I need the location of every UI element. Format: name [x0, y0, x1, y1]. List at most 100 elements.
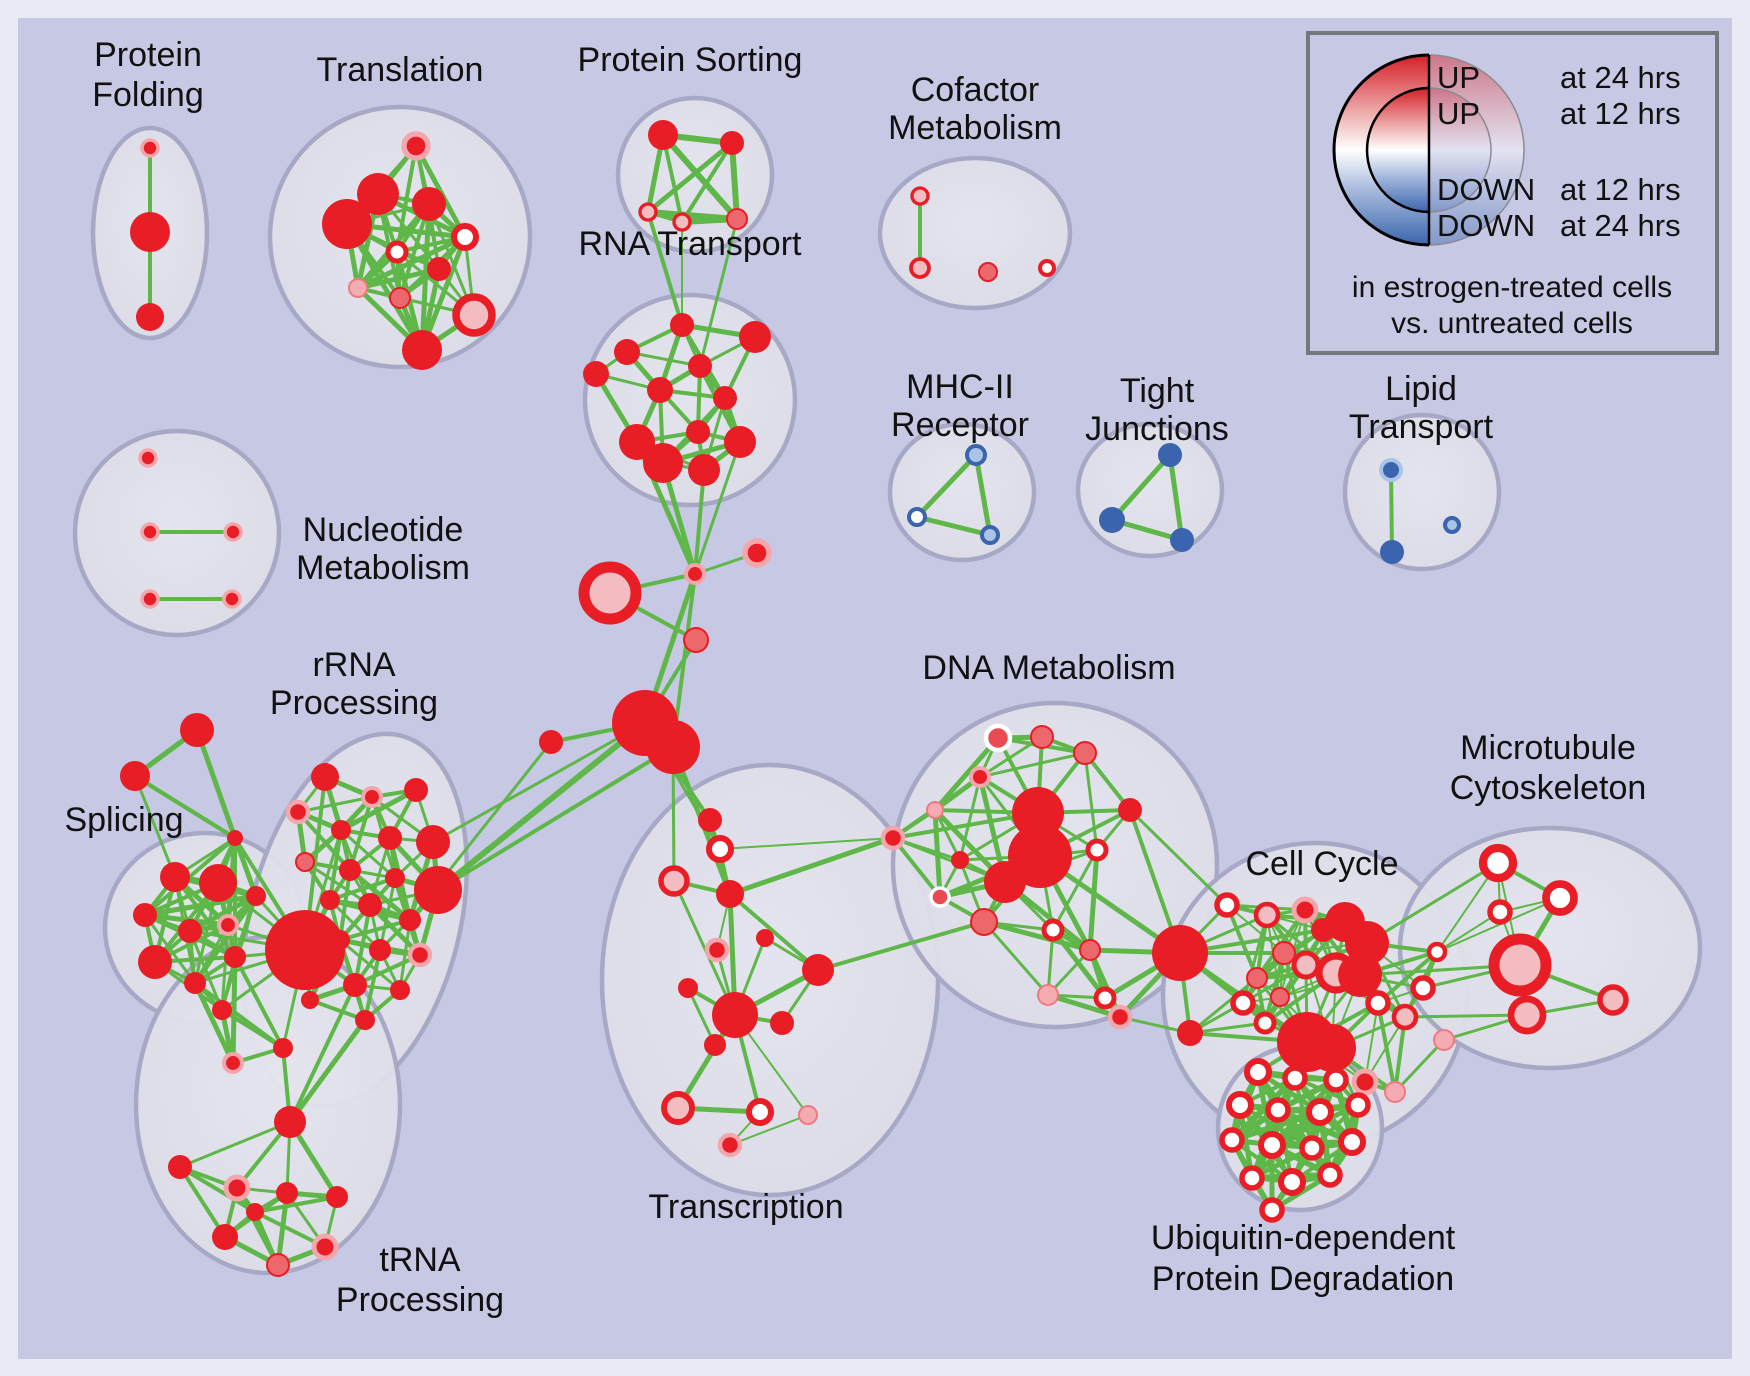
network-node [1365, 990, 1391, 1016]
network-node [1230, 990, 1256, 1016]
network-node [1158, 443, 1182, 467]
network-node [265, 910, 345, 990]
network-node [199, 864, 237, 902]
network-node [221, 1051, 245, 1075]
network-node [798, 1105, 818, 1125]
network-edge [1083, 751, 1099, 852]
network-edge [1188, 976, 1259, 1035]
network-edge [233, 955, 285, 1050]
network-edge [1109, 452, 1173, 523]
network-node [648, 120, 678, 150]
network-edge [355, 266, 442, 291]
network-edge [220, 1008, 285, 1050]
network-node [1259, 1197, 1285, 1223]
legend-direction-label: DOWN [1437, 172, 1535, 207]
cluster-label-mt: Microtubule [1460, 729, 1636, 767]
network-node [369, 939, 391, 961]
network-node [399, 909, 421, 931]
network-node [929, 886, 951, 908]
network-node [358, 893, 382, 917]
network-node [1272, 941, 1296, 965]
network-node [1433, 1029, 1455, 1051]
network-node [698, 808, 722, 832]
network-node [646, 720, 700, 774]
network-node [951, 851, 969, 869]
network-edge [1263, 951, 1286, 1025]
cluster-label-sort: Protein Sorting [578, 41, 803, 79]
network-node [311, 763, 339, 791]
network-node [138, 448, 158, 468]
network-edge [230, 954, 238, 1066]
cluster-label-lipid: Lipid [1385, 370, 1457, 408]
network-node [357, 173, 399, 215]
network-edge [729, 1114, 809, 1146]
network-node [227, 830, 243, 846]
network-node [404, 778, 428, 802]
network-node [907, 507, 927, 527]
network-node [184, 972, 206, 994]
network-node [910, 186, 930, 206]
legend-time-label: at 24 hrs [1560, 208, 1681, 243]
network-node [414, 866, 462, 914]
cluster-label-fold: Folding [92, 76, 204, 114]
network-node [1379, 458, 1403, 482]
network-node [378, 826, 402, 850]
legend-outer-left-arc [1332, 53, 1430, 247]
network-edge [192, 893, 259, 986]
network-node [683, 562, 707, 586]
network-node [360, 785, 384, 809]
cluster-label-ub: Ubiquitin-dependent [1151, 1219, 1456, 1257]
network-node [385, 868, 405, 888]
network-edge [981, 919, 1093, 953]
cluster-label-trans: Translation [317, 51, 484, 89]
network-edge [178, 1165, 257, 1214]
network-node [1426, 941, 1448, 963]
network-edge [142, 893, 259, 918]
cluster-bubble-lipid [1342, 412, 1502, 572]
network-node [212, 1224, 238, 1250]
network-node [140, 138, 160, 158]
network-node [713, 386, 737, 410]
network-node [180, 713, 214, 747]
legend-time-label: at 24 hrs [1560, 60, 1681, 95]
network-node [539, 730, 563, 754]
network-node [1443, 516, 1461, 534]
network-node [1152, 925, 1208, 981]
network-node [739, 321, 771, 353]
network-node [770, 1011, 794, 1035]
cluster-label-dna: DNA Metabolism [922, 649, 1175, 687]
network-edge [328, 876, 397, 902]
network-node [1305, 1097, 1335, 1127]
network-edge [338, 918, 412, 942]
network-edge [1229, 1109, 1323, 1143]
legend-direction-label: UP [1437, 60, 1480, 95]
network-node [705, 834, 735, 864]
network-node [1488, 933, 1552, 997]
network-node [880, 825, 906, 851]
network-node [704, 1034, 726, 1056]
network-edge [680, 141, 734, 224]
network-node [136, 303, 164, 331]
network-node [1317, 1162, 1343, 1188]
network-node [1291, 950, 1321, 980]
cluster-label-lipid: Transport [1349, 408, 1494, 446]
network-edge [645, 140, 735, 215]
network-node [978, 262, 998, 282]
network-edge [973, 452, 993, 538]
network-node [140, 522, 160, 542]
cluster-label-spl: Splicing [64, 801, 183, 839]
network-node [224, 946, 246, 968]
network-node [138, 945, 172, 979]
network-node [427, 257, 451, 281]
network-edge [698, 217, 739, 368]
network-node [1478, 843, 1518, 883]
network-node [343, 973, 367, 997]
network-edge [729, 140, 740, 222]
network-edge [133, 774, 177, 879]
network-node [1380, 540, 1404, 564]
network-node [212, 1000, 232, 1020]
network-node [614, 339, 640, 365]
network-node [1030, 725, 1054, 749]
network-node [390, 980, 410, 1000]
cluster-label-nuc: Nucleotide [303, 511, 464, 549]
